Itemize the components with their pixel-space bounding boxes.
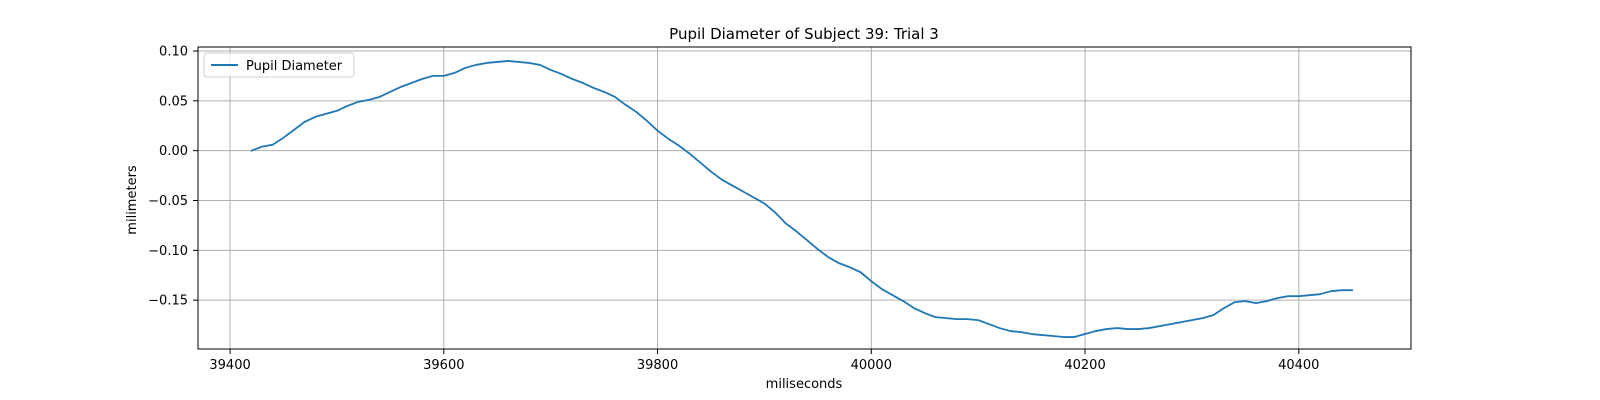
legend-box [203, 52, 355, 78]
chart-title: Pupil Diameter of Subject 39: Trial 3 [669, 25, 939, 43]
plot-frame [197, 46, 1412, 350]
x-tick-label: 39800 [637, 358, 678, 373]
legend: Pupil Diameter [203, 52, 355, 78]
x-tick-label: 39400 [209, 358, 250, 373]
x-tick-label: 40000 [851, 358, 892, 373]
grid-layer [198, 47, 1411, 349]
y-tick-label: −0.10 [148, 244, 188, 259]
y-tick-label: 0.05 [159, 94, 188, 109]
series-layer [250, 60, 1354, 338]
y-axis-label: milimeters [125, 165, 140, 235]
y-tick-label: 0.10 [159, 44, 188, 59]
pupil-diameter-line [250, 60, 1354, 338]
y-tick-label: 0.00 [159, 144, 188, 159]
x-tick-label: 39600 [423, 358, 464, 373]
y-tick-label: −0.15 [148, 294, 188, 309]
x-tick-label: 40400 [1278, 358, 1319, 373]
legend-label: Pupil Diameter [246, 59, 343, 74]
axis-layer: 39400 39600 39800 40000 40200 40400 0.10 0.05 0.… [148, 44, 1412, 373]
y-tick-label: −0.05 [148, 194, 188, 209]
x-tick-label: 40200 [1064, 358, 1105, 373]
x-axis-label: miliseconds [766, 377, 843, 392]
